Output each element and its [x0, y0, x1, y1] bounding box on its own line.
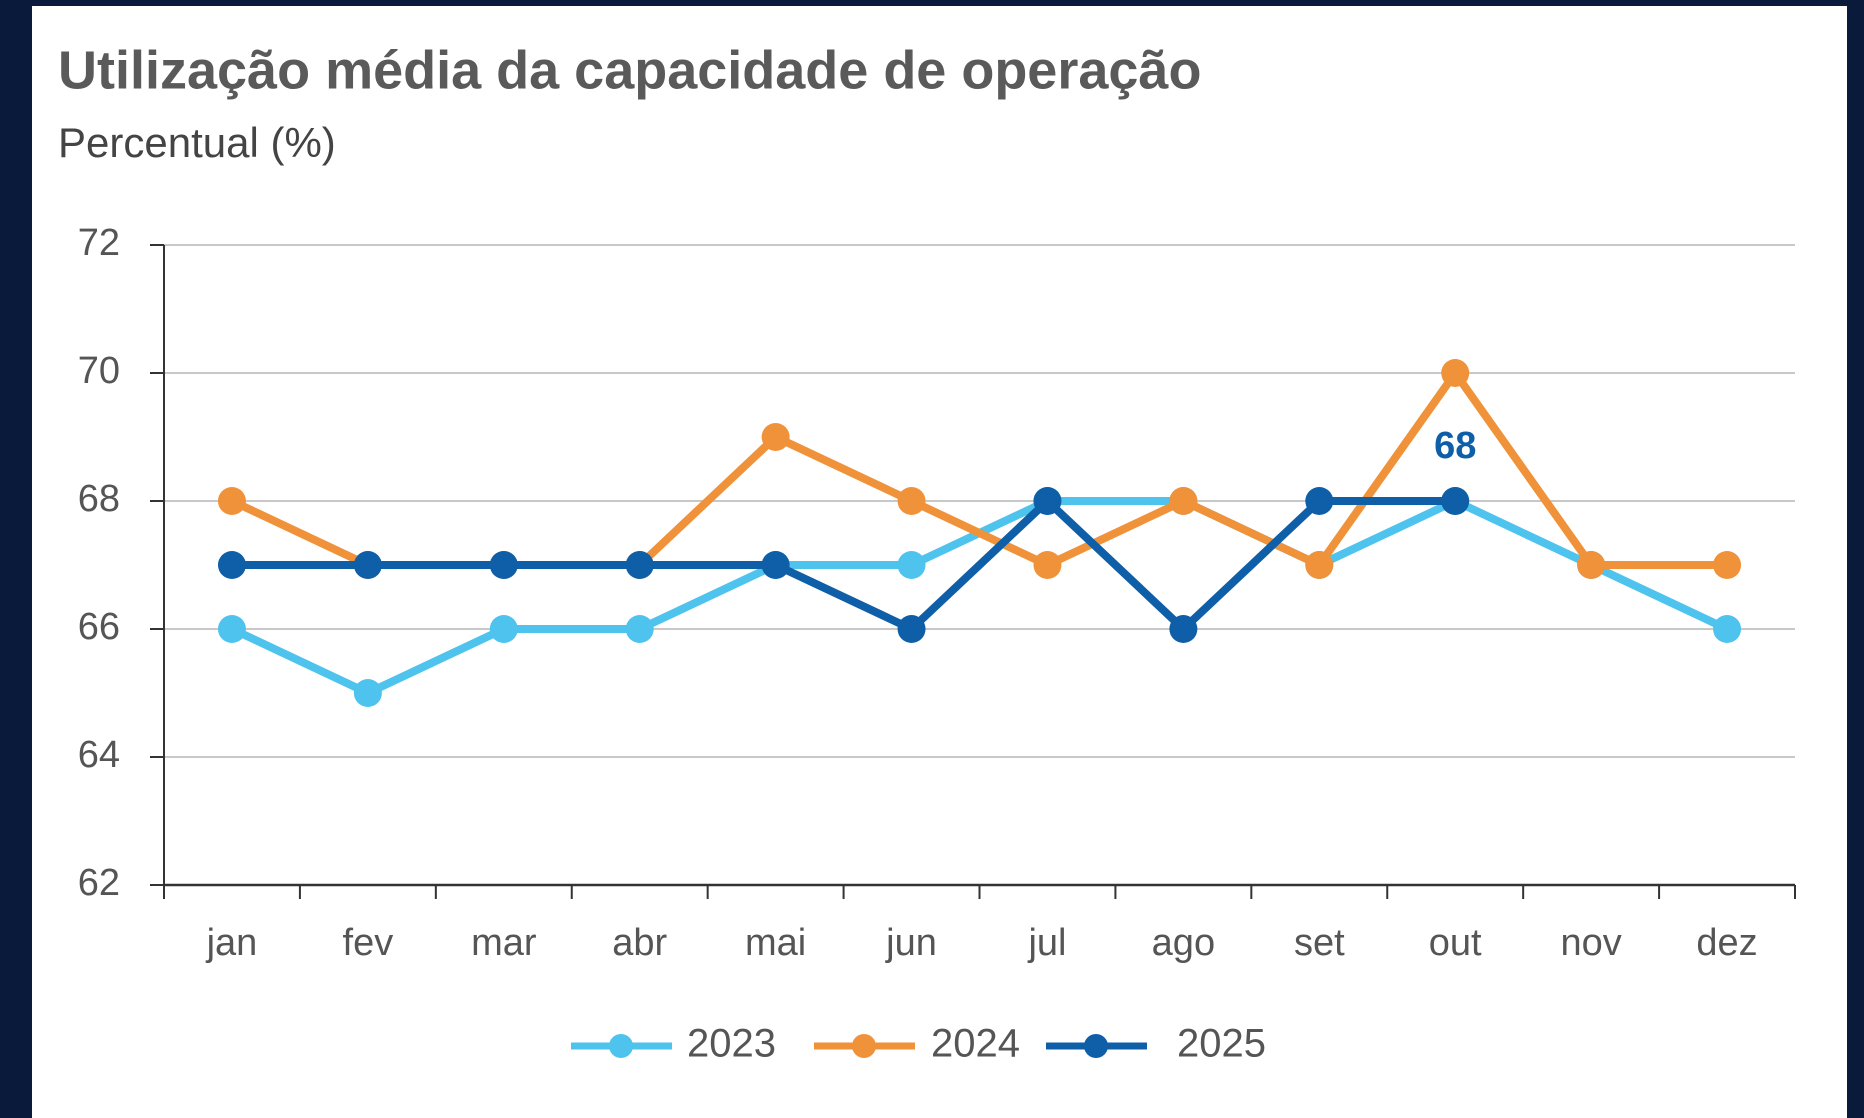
legend-marker [609, 1034, 633, 1058]
x-tick-label: abr [612, 922, 667, 964]
x-tick-label: mar [471, 922, 537, 964]
series-marker [1441, 359, 1470, 387]
series-marker [1441, 487, 1470, 515]
series-marker [1033, 551, 1062, 579]
series-marker [1713, 615, 1742, 643]
y-tick-label: 68 [78, 478, 120, 520]
x-tick-label: jul [1027, 922, 1066, 964]
series-marker [761, 551, 790, 579]
series-marker [1033, 487, 1062, 515]
x-tick-label: set [1294, 922, 1345, 964]
chart-subtitle: Percentual (%) [58, 119, 336, 166]
series-marker [1305, 551, 1334, 579]
series-marker [897, 551, 926, 579]
series-marker [353, 679, 382, 707]
series-marker [489, 551, 518, 579]
series-marker [1577, 551, 1606, 579]
y-tick-label: 64 [78, 734, 120, 776]
annotation: 68 [1434, 425, 1476, 467]
series-marker [489, 615, 518, 643]
x-tick-label: fev [343, 922, 394, 964]
y-tick-label: 62 [78, 862, 120, 904]
chart-title: Utilização média da capacidade de operaç… [58, 40, 1201, 100]
x-tick-label: jun [885, 922, 937, 964]
y-tick-label: 72 [78, 222, 120, 264]
legend-marker [1084, 1034, 1108, 1058]
series-marker [1169, 487, 1198, 515]
series-marker [625, 615, 654, 643]
series-marker [1169, 615, 1198, 643]
legend-label: 2025 [1177, 1022, 1266, 1066]
x-tick-label: out [1429, 922, 1482, 964]
series-marker [353, 551, 382, 579]
y-tick-label: 70 [78, 350, 120, 392]
legend-marker [852, 1034, 876, 1058]
series-marker [625, 551, 654, 579]
x-tick-label: mai [745, 922, 806, 964]
series-marker [761, 423, 790, 451]
legend-label: 2024 [931, 1022, 1020, 1066]
series-marker [897, 615, 926, 643]
series-marker [217, 487, 246, 515]
series-marker [897, 487, 926, 515]
x-tick-label: jan [206, 922, 258, 964]
series-marker [1305, 487, 1334, 515]
x-tick-label: ago [1152, 922, 1215, 964]
legend-label: 2023 [687, 1022, 776, 1066]
y-tick-label: 66 [78, 606, 120, 648]
x-tick-label: nov [1560, 922, 1621, 964]
series-marker [1713, 551, 1742, 579]
series-marker [217, 551, 246, 579]
series-marker [217, 615, 246, 643]
series-line [231, 497, 1456, 633]
x-tick-label: dez [1696, 922, 1757, 964]
